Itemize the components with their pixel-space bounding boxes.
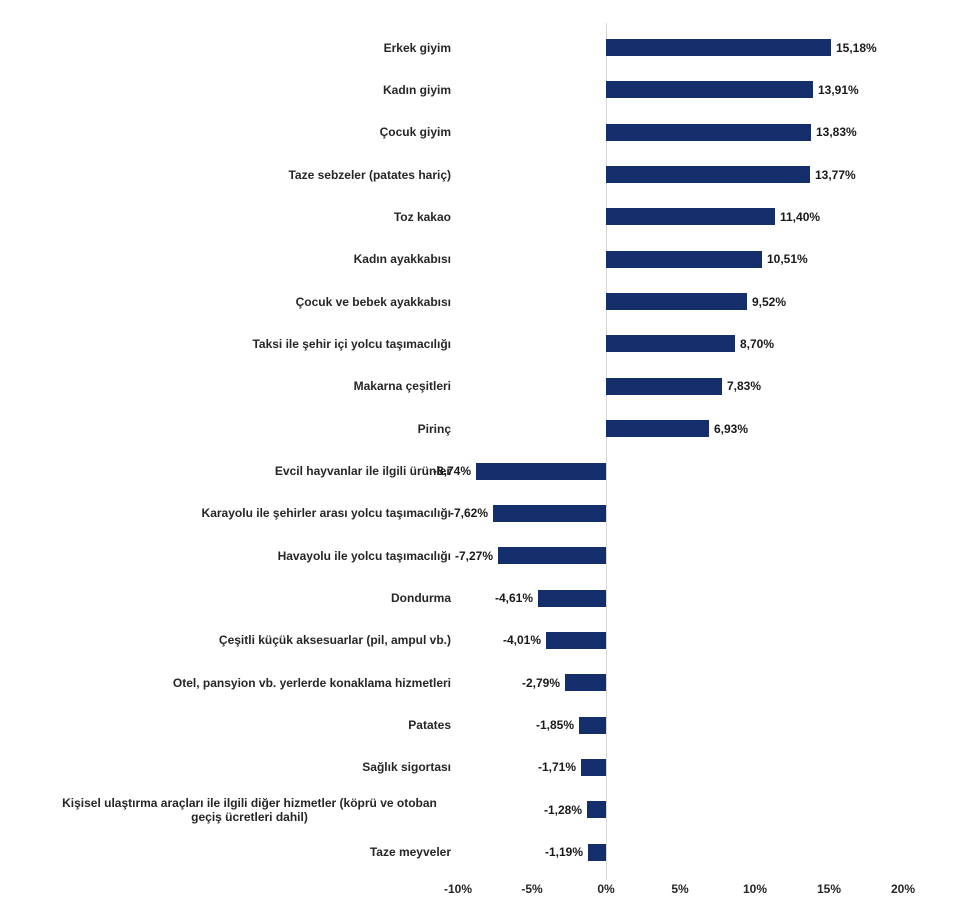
- value-label: 13,83%: [816, 125, 857, 139]
- value-label: 9,52%: [752, 295, 787, 309]
- bar: [498, 547, 607, 564]
- category-label: Sağlık sigortası: [362, 760, 451, 774]
- value-label: -7,27%: [454, 549, 493, 563]
- x-tick-label: 5%: [671, 882, 689, 896]
- category-label: Evcil hayvanlar ile ilgili ürünler: [274, 464, 451, 478]
- category-label: Erkek giyim: [383, 41, 451, 55]
- value-label: -1,19%: [544, 845, 583, 859]
- value-label: -1,85%: [535, 718, 574, 732]
- category-label: Dondurma: [391, 591, 451, 605]
- category-label: Kadın giyim: [382, 83, 451, 97]
- value-label: 8,70%: [740, 337, 775, 351]
- bar: [546, 632, 607, 649]
- category-label: Karayolu ile şehirler arası yolcu taşıma…: [201, 506, 451, 520]
- bar: [578, 717, 606, 734]
- bar: [537, 590, 606, 607]
- x-tick-label: -10%: [443, 882, 472, 896]
- value-label: -4,61%: [494, 591, 533, 605]
- bar: [588, 844, 607, 861]
- bar: [606, 251, 762, 268]
- value-label: 13,77%: [815, 168, 856, 182]
- value-label: 6,93%: [714, 422, 749, 436]
- category-label: Toz kakao: [393, 210, 451, 224]
- category-label: Kadın ayakkabısı: [353, 252, 451, 266]
- category-label: Taksi ile şehir içi yolcu taşımacılığı: [252, 337, 451, 351]
- value-label: -4,01%: [502, 633, 541, 647]
- bar: [606, 208, 775, 225]
- bar: [606, 420, 709, 437]
- value-label: 13,91%: [818, 83, 859, 97]
- category-label: Pirinç: [417, 422, 451, 436]
- category-label: Kişisel ulaştırma araçları ile ilgili di…: [62, 796, 437, 824]
- bar: [476, 463, 607, 480]
- category-label: Patates: [408, 718, 451, 732]
- bar: [586, 801, 606, 818]
- category-label: Çeşitli küçük aksesuarlar (pil, ampul vb…: [218, 633, 451, 647]
- category-label: Makarna çeşitleri: [353, 379, 451, 393]
- category-label: Çocuk ve bebek ayakkabısı: [295, 295, 451, 309]
- bar: [606, 378, 722, 395]
- x-tick-label: 10%: [742, 882, 768, 896]
- value-label: -7,62%: [449, 506, 488, 520]
- x-tick-label: 15%: [816, 882, 842, 896]
- category-label: Havayolu ile yolcu taşımacılığı: [277, 549, 451, 563]
- value-label: 15,18%: [836, 41, 877, 55]
- value-axis-line: [605, 23, 607, 880]
- x-tick-label: -5%: [521, 882, 543, 896]
- value-label: 10,51%: [767, 252, 808, 266]
- bar: [606, 293, 747, 310]
- bar: [606, 166, 810, 183]
- bar: [564, 674, 606, 691]
- bar: [606, 335, 735, 352]
- bar: [492, 505, 606, 522]
- x-tick-label: 20%: [890, 882, 916, 896]
- category-label: Taze sebzeler (patates hariç): [288, 168, 451, 182]
- value-label: -1,71%: [537, 760, 576, 774]
- bar: [606, 81, 813, 98]
- value-label: -8,74%: [432, 464, 471, 478]
- category-label: Taze meyveler: [369, 845, 451, 859]
- value-label: -2,79%: [521, 676, 560, 690]
- bar: [606, 124, 811, 141]
- bar: [580, 759, 606, 776]
- category-label: Otel, pansyion vb. yerlerde konaklama hi…: [172, 676, 451, 690]
- bar: [606, 39, 831, 56]
- x-tick-label: 0%: [597, 882, 615, 896]
- value-label: -1,28%: [543, 803, 582, 817]
- value-label: 11,40%: [780, 210, 821, 224]
- value-label: 7,83%: [727, 379, 762, 393]
- category-label: Çocuk giyim: [379, 125, 451, 139]
